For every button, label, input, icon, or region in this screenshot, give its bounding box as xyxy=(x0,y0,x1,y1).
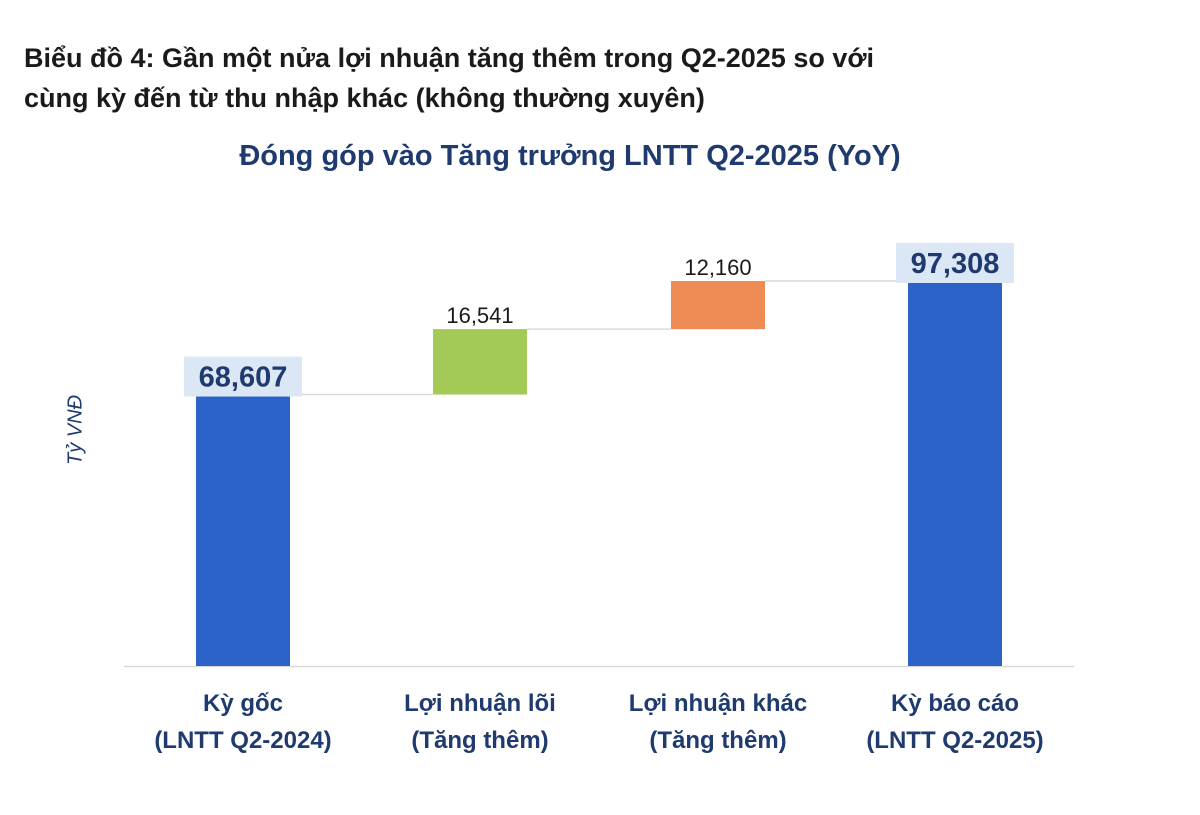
category-label-line-1: Kỳ gốc xyxy=(202,690,283,717)
category-label-base: Kỳ gốc (LNTT Q2-2024) xyxy=(123,685,363,759)
category-label-line-2: (Tăng thêm) xyxy=(411,727,549,754)
category-label-line-2: (Tăng thêm) xyxy=(649,727,787,754)
data-label-increase: 16,541 xyxy=(446,303,513,328)
data-label-highlight xyxy=(184,356,302,397)
data-label-increase: 12,160 xyxy=(684,255,751,280)
category-label-line-1: Lợi nhuận lõi xyxy=(404,690,556,717)
bar-total xyxy=(908,281,1002,666)
bar-total xyxy=(196,394,290,666)
figure-title-line-2: cùng kỳ đến từ thu nhập khác (không thườ… xyxy=(24,83,705,113)
figure-title-line-1: Biểu đồ 4: Gần một nửa lợi nhuận tăng th… xyxy=(24,43,875,73)
chart-title: Đóng góp vào Tăng trưởng LNTT Q2-2025 (Y… xyxy=(239,140,901,172)
data-label-total: 97,308 xyxy=(911,248,1000,280)
category-label-line-1: Lợi nhuận khác xyxy=(628,690,808,717)
category-label-line-1: Kỳ báo cáo xyxy=(890,690,1020,717)
category-label-line-2: (LNTT Q2-2024) xyxy=(154,727,332,754)
figure-title: Biểu đồ 4: Gần một nửa lợi nhuận tăng th… xyxy=(24,38,1144,118)
category-label-other-profit: Lợi nhuận khác (Tăng thêm) xyxy=(598,685,838,759)
category-label-core-profit: Lợi nhuận lõi (Tăng thêm) xyxy=(360,685,600,759)
bar-increase xyxy=(671,281,765,330)
data-label-total: 68,607 xyxy=(199,362,288,394)
data-label-highlight xyxy=(896,243,1014,283)
category-label-line-2: (LNTT Q2-2025) xyxy=(866,727,1044,754)
category-label-report: Kỳ báo cáo (LNTT Q2-2025) xyxy=(835,685,1075,759)
bar-increase xyxy=(433,329,527,395)
